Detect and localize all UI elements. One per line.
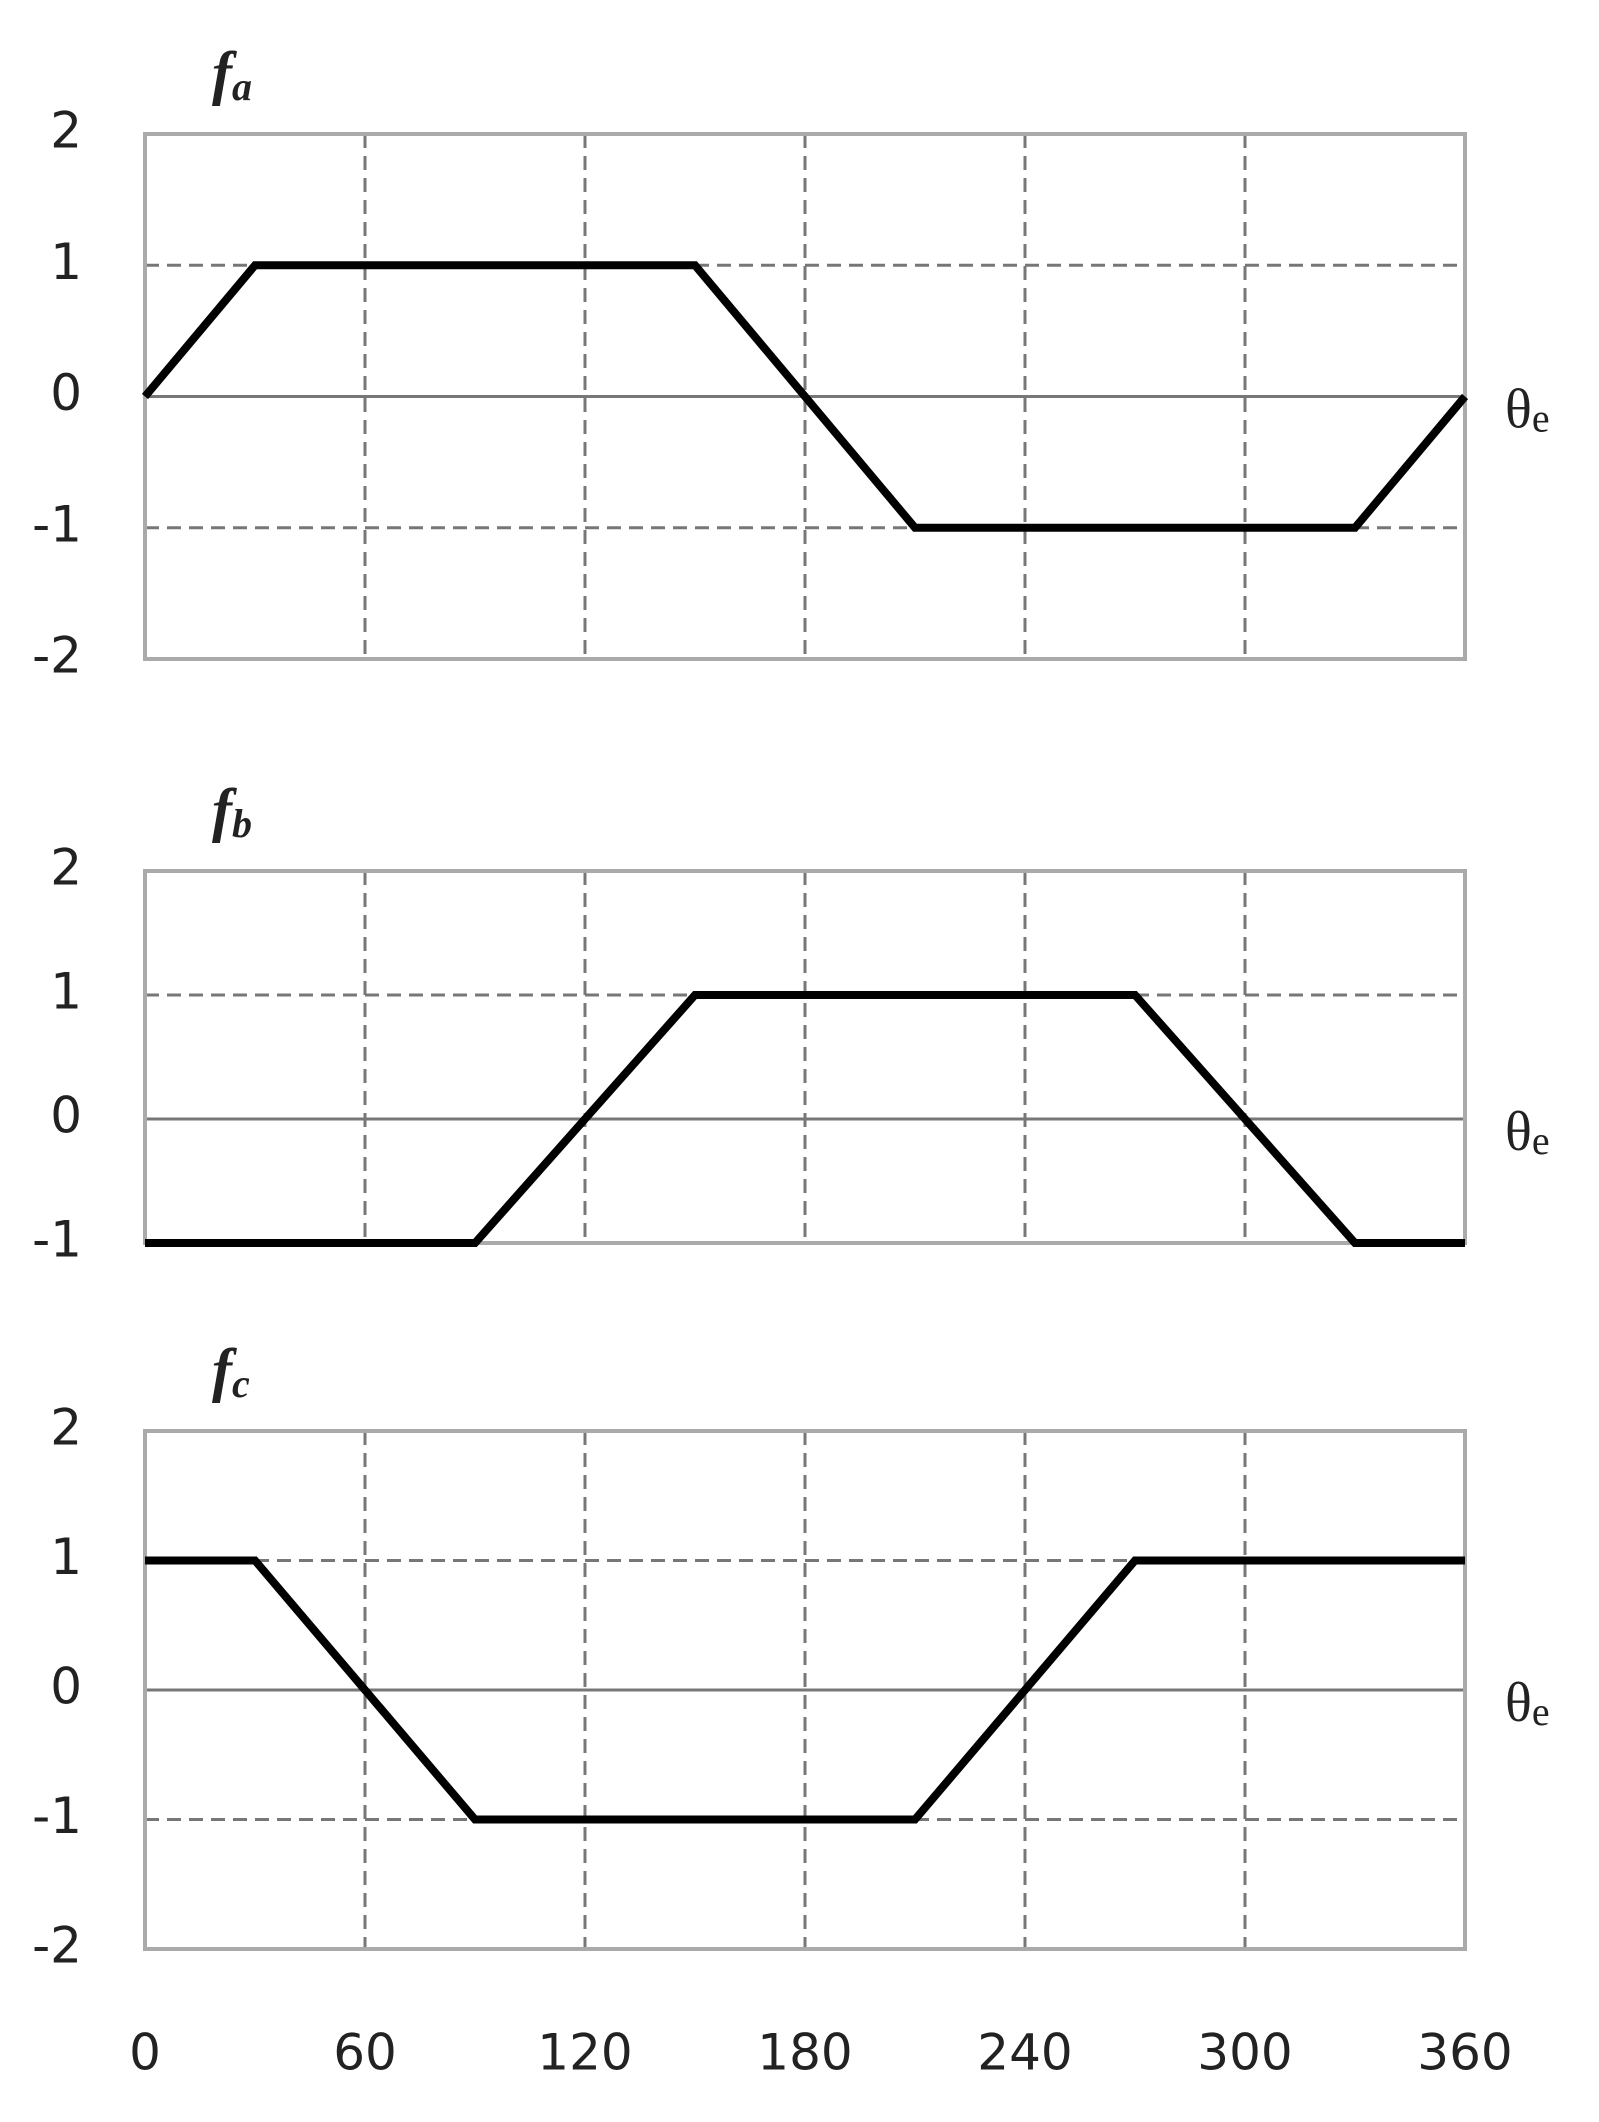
y-tick-label: -1 <box>32 1211 82 1269</box>
x-tick-label: 300 <box>1197 2024 1292 2082</box>
y-tick-label: 1 <box>50 963 82 1021</box>
title-subscript: c <box>232 1361 250 1406</box>
y-tick-label: -1 <box>32 495 82 553</box>
x-tick-label: 0 <box>129 2024 161 2082</box>
y-tick-label: -2 <box>32 627 82 685</box>
y-tick-label: 1 <box>50 233 82 291</box>
x-tick-label: 120 <box>537 2024 632 2082</box>
y-tick-label: 2 <box>50 839 82 897</box>
x-label-main: θ <box>1505 1101 1532 1163</box>
chart-title: fc <box>212 1337 250 1406</box>
y-tick-label: -1 <box>32 1787 82 1845</box>
data-line <box>145 1556 1465 1824</box>
y-tick-label: 0 <box>50 1087 82 1145</box>
chart-title: fa <box>212 40 252 109</box>
y-tick-label: 1 <box>50 1528 82 1586</box>
plot-frame <box>143 869 1467 1245</box>
x-label-subscript: e <box>1532 1118 1550 1163</box>
x-tick-label: 180 <box>757 2024 852 2082</box>
x-axis-label: θe <box>1505 1672 1550 1734</box>
x-tick-label: 60 <box>333 2024 397 2082</box>
y-tick-label: 0 <box>50 364 82 422</box>
y-tick-label: 0 <box>50 1658 82 1716</box>
x-tick-label: 360 <box>1417 2024 1512 2082</box>
data-line <box>141 261 1469 532</box>
x-label-subscript: e <box>1532 396 1550 441</box>
y-tick-label: 2 <box>50 1399 82 1457</box>
x-label-subscript: e <box>1532 1689 1550 1734</box>
data-line <box>145 991 1465 1247</box>
plot-frame <box>143 1429 1467 1951</box>
title-subscript: b <box>232 801 252 846</box>
title-subscript: a <box>232 64 252 109</box>
x-label-main: θ <box>1505 1672 1532 1734</box>
y-tick-label: 2 <box>50 102 82 160</box>
y-tick-label: -2 <box>32 1917 82 1975</box>
x-axis-label: θe <box>1505 1101 1550 1163</box>
x-tick-label: 240 <box>977 2024 1072 2082</box>
x-label-main: θ <box>1505 378 1532 440</box>
x-axis-label: θe <box>1505 378 1550 440</box>
chart-title: fb <box>212 777 252 846</box>
